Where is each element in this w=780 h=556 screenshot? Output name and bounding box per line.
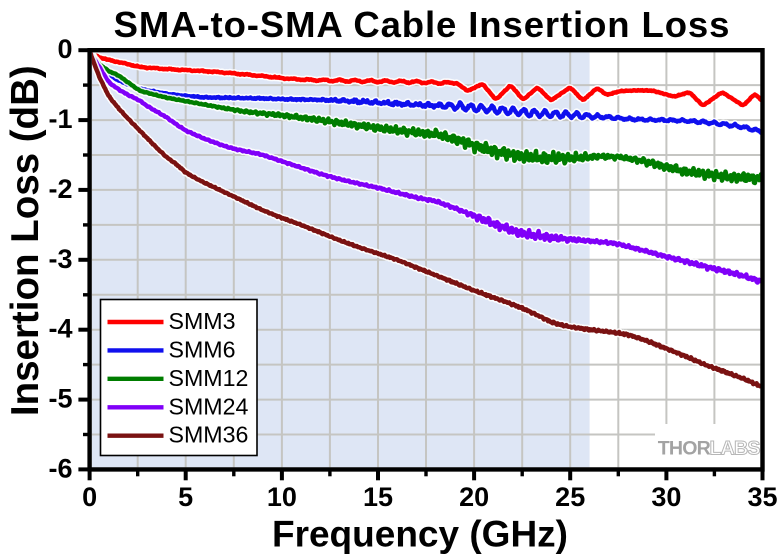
svg-text:10: 10 <box>267 482 297 512</box>
svg-text:15: 15 <box>363 482 393 512</box>
svg-text:SMM12: SMM12 <box>169 365 249 391</box>
svg-text:SMM6: SMM6 <box>169 336 236 362</box>
svg-text:Frequency (GHz): Frequency (GHz) <box>272 514 568 555</box>
svg-text:25: 25 <box>555 482 585 512</box>
svg-text:30: 30 <box>651 482 681 512</box>
svg-text:-4: -4 <box>48 314 72 344</box>
svg-text:SMM24: SMM24 <box>169 393 249 419</box>
svg-text:SMA-to-SMA Cable Insertion Los: SMA-to-SMA Cable Insertion Loss <box>114 4 731 45</box>
svg-text:-1: -1 <box>48 104 72 134</box>
svg-text:THOR: THOR <box>658 438 711 460</box>
svg-text:20: 20 <box>459 482 489 512</box>
svg-text:0: 0 <box>57 34 72 64</box>
svg-text:SMM3: SMM3 <box>169 308 236 334</box>
svg-text:-3: -3 <box>48 244 72 274</box>
svg-text:-2: -2 <box>48 174 72 204</box>
svg-text:LABS: LABS <box>710 438 761 460</box>
svg-text:-6: -6 <box>48 453 72 483</box>
svg-text:0: 0 <box>82 482 97 512</box>
svg-text:SMM36: SMM36 <box>169 422 249 448</box>
svg-text:-5: -5 <box>48 384 72 414</box>
svg-text:Insertion Loss (dB): Insertion Loss (dB) <box>4 65 47 416</box>
svg-text:35: 35 <box>747 482 777 512</box>
svg-text:5: 5 <box>178 482 193 512</box>
